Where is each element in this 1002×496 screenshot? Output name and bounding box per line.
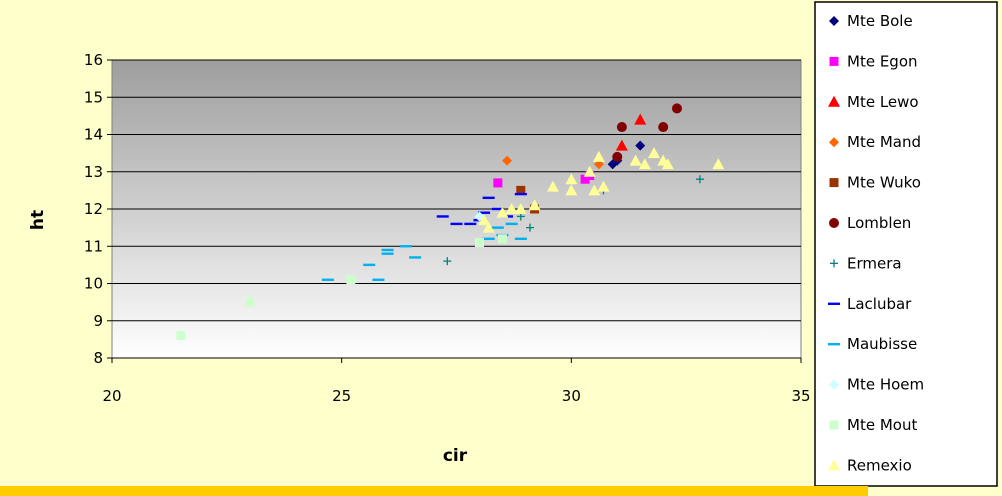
point-mte-bole — [635, 140, 646, 151]
legend-label-lomblen: Lomblen — [847, 214, 911, 232]
point-remexio — [638, 158, 651, 170]
legend-marker-mte-lewo — [828, 95, 840, 107]
legend-label-mte-mout: Mte Mout — [847, 416, 917, 434]
point-remexio — [505, 203, 518, 214]
legend-marker-lomblen — [829, 218, 839, 228]
legend-label-mte-lewo: Mte Lewo — [847, 93, 919, 111]
y-axis-ticks: 8 9 10 11 12 13 14 15 16 — [84, 51, 112, 367]
legend-marker-mte-mout — [829, 420, 839, 430]
point-mte-mout — [245, 297, 255, 307]
y-tick-label: 16 — [84, 51, 103, 69]
legend-marker-mte-wuko — [829, 178, 839, 188]
x-tick-label: 35 — [791, 387, 810, 405]
legend-label-mte-bole: Mte Bole — [847, 12, 913, 30]
point-remexio — [528, 199, 541, 211]
point-remexio — [661, 158, 674, 170]
y-tick-label: 10 — [84, 275, 103, 293]
legend-label-mte-mand: Mte Mand — [847, 133, 921, 151]
point-ermera — [443, 257, 452, 266]
legend-marker-ermera — [830, 259, 838, 268]
legend-label-mte-wuko: Mte Wuko — [847, 174, 921, 192]
y-tick-label: 11 — [84, 237, 103, 255]
point-mte-lewo — [634, 113, 647, 125]
point-remexio — [629, 154, 642, 166]
x-tick-label: 30 — [562, 387, 581, 405]
legend-marker-mte-mand — [829, 137, 839, 148]
legend-box — [814, 1, 998, 487]
point-lomblen — [658, 122, 669, 133]
point-mte-mout — [346, 275, 356, 285]
y-tick-label: 14 — [84, 126, 103, 144]
point-remexio — [592, 150, 605, 162]
legend-marker-mte-hoem — [829, 379, 839, 390]
point-remexio — [478, 214, 491, 226]
bottom-band — [0, 486, 868, 496]
point-mte-mout — [176, 331, 186, 341]
x-tick-label: 25 — [332, 387, 351, 405]
x-axis-title: cir — [443, 446, 468, 466]
point-ermera — [525, 223, 534, 232]
point-remexio — [588, 184, 601, 196]
point-mte-egon — [580, 174, 590, 184]
y-axis-title: ht — [28, 210, 48, 230]
y-tick-label: 13 — [84, 163, 103, 181]
point-remexio — [648, 147, 661, 159]
point-lomblen — [671, 103, 682, 114]
point-ermera — [695, 175, 704, 184]
legend-marker-remexio — [828, 459, 840, 471]
legend-label-remexio: Remexio — [847, 456, 912, 474]
point-lomblen — [612, 151, 623, 162]
point-remexio — [514, 203, 527, 214]
point-mte-mout — [497, 234, 507, 244]
point-remexio — [565, 173, 578, 185]
legend-label-mte-egon: Mte Egon — [847, 52, 918, 70]
point-mte-egon — [493, 178, 503, 188]
point-mte-lewo — [615, 139, 628, 151]
legend: Mte Bole Mte Egon Mte Lewo Mte Mand Mte Wuko… — [828, 12, 924, 474]
data-points — [176, 103, 725, 341]
x-tick-label: 20 — [102, 387, 121, 405]
y-tick-label: 8 — [93, 349, 103, 367]
legend-label-ermera: Ermera — [847, 254, 902, 272]
legend-marker-mte-egon — [829, 56, 839, 66]
point-remexio — [482, 221, 495, 233]
point-lomblen — [616, 122, 627, 133]
point-remexio — [546, 180, 559, 192]
y-tick-label: 9 — [93, 312, 103, 330]
point-remexio — [583, 165, 596, 177]
point-remexio — [565, 184, 578, 196]
legend-marker-mte-bole — [829, 16, 839, 26]
legend-label-laclubar: Laclubar — [847, 295, 912, 313]
y-tick-label: 12 — [84, 200, 103, 218]
point-mte-mand — [502, 155, 513, 166]
point-remexio — [496, 206, 509, 218]
legend-label-maubisse: Maubisse — [847, 335, 917, 353]
point-mte-mout — [474, 238, 484, 248]
x-axis-ticks: 20 25 30 35 — [102, 357, 811, 405]
y-tick-label: 15 — [84, 88, 103, 106]
point-remexio — [597, 180, 610, 192]
point-remexio — [712, 158, 725, 170]
legend-label-mte-hoem: Mte Hoem — [847, 376, 924, 394]
point-mte-wuko — [516, 185, 526, 195]
